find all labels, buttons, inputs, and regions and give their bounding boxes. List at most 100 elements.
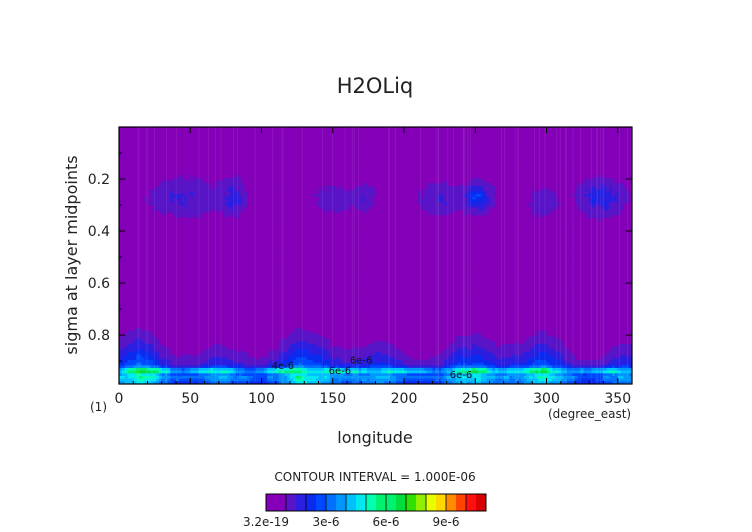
colorbar-swatch: [316, 494, 327, 511]
field-cell: [233, 185, 245, 190]
field-cell: [603, 378, 619, 382]
field-cell: [489, 199, 496, 203]
field-cell: [150, 370, 154, 374]
field-cell: [119, 381, 126, 384]
field-cell: [366, 367, 382, 372]
field-cell: [173, 196, 177, 200]
field-cell: [592, 188, 607, 192]
field-cell: [563, 354, 576, 358]
field-cell: [329, 338, 456, 342]
field-cell: [597, 175, 602, 179]
field-cell: [366, 378, 371, 382]
field-cell: [213, 343, 223, 348]
field-cell: [529, 375, 533, 380]
field-cell: [119, 258, 632, 262]
field-cell: [443, 373, 451, 377]
field-cell: [614, 357, 619, 361]
field-cell: [170, 359, 208, 364]
field-cell: [532, 196, 559, 200]
field-cell: [404, 370, 408, 374]
field-cell: [119, 161, 632, 166]
field-cell: [535, 370, 539, 374]
field-cell: [495, 378, 505, 382]
field-cell: [318, 375, 325, 380]
field-row: [119, 375, 632, 380]
field-cell: [153, 207, 231, 211]
field-cell: [503, 375, 511, 380]
field-cell: [401, 370, 405, 374]
field-cell: [150, 351, 160, 356]
field-cell: [577, 183, 602, 187]
field-cell: [164, 357, 169, 361]
field-cell: [119, 145, 632, 150]
colorbar-swatch: [386, 494, 397, 511]
field-cell: [204, 349, 237, 353]
field-cell: [247, 204, 320, 208]
field-cell: [244, 185, 325, 190]
field-cell: [210, 373, 231, 377]
field-cell: [119, 301, 632, 305]
field-cell: [432, 370, 436, 374]
field-cell: [267, 378, 280, 382]
axis-ticks: 0 50 100 150 200 250 300 350 0.2 0.4 0.6 0.8: [88, 127, 632, 407]
field-cell: [426, 183, 448, 187]
field-cell: [500, 357, 530, 361]
field-cell: [119, 322, 632, 326]
field-cell: [158, 365, 163, 369]
field-cell: [461, 354, 473, 358]
field-cell: [495, 188, 542, 192]
field-cell: [612, 215, 632, 219]
field-row: [119, 362, 632, 366]
x-axis-label: longitude: [337, 428, 412, 447]
field-cell: [321, 362, 331, 366]
field-cell: [555, 191, 576, 195]
field-row: [119, 271, 632, 275]
field-cell: [555, 349, 570, 353]
field-cell: [566, 346, 613, 350]
field-row: [119, 220, 632, 224]
field-cell: [315, 378, 331, 382]
field-row: [119, 234, 632, 238]
field-cell: [540, 365, 548, 369]
field-cell: [210, 381, 231, 384]
field-cell: [603, 373, 613, 377]
field-cell: [597, 193, 602, 198]
field-cell: [184, 367, 191, 372]
field-cell: [555, 193, 573, 198]
field-row: [119, 252, 632, 257]
field-row: [119, 343, 632, 348]
field-cell: [244, 362, 268, 366]
colorbar-swatch: [286, 494, 297, 511]
field-cell: [341, 378, 357, 382]
field-cell: [438, 370, 442, 374]
field-cell: [281, 359, 294, 364]
field-cell: [455, 349, 488, 353]
colorbar-swatch: [446, 494, 457, 511]
field-cell: [435, 370, 439, 374]
field-cell: [275, 370, 280, 374]
field-cell: [176, 196, 183, 200]
field-cell: [167, 373, 171, 377]
field-cell: [404, 381, 442, 384]
field-cell: [332, 357, 337, 361]
field-cell: [614, 193, 619, 198]
field-row: [119, 276, 632, 281]
field-cell: [295, 375, 302, 380]
field-cell: [290, 373, 308, 377]
field-cell: [466, 362, 473, 366]
field-cell: [603, 207, 610, 211]
field-cell: [495, 193, 533, 198]
field-cell: [221, 343, 280, 348]
field-cell: [498, 357, 502, 361]
field-cell: [190, 175, 194, 179]
y-tick-label: 0.4: [88, 224, 110, 240]
field-cell: [301, 367, 308, 372]
field-cell: [572, 351, 607, 356]
field-cell: [361, 199, 365, 203]
field-cell: [312, 359, 331, 364]
field-cell: [170, 196, 174, 200]
field-cell: [375, 188, 425, 192]
field-cell: [247, 196, 320, 200]
field-cell: [338, 378, 342, 382]
field-cell: [480, 375, 496, 380]
